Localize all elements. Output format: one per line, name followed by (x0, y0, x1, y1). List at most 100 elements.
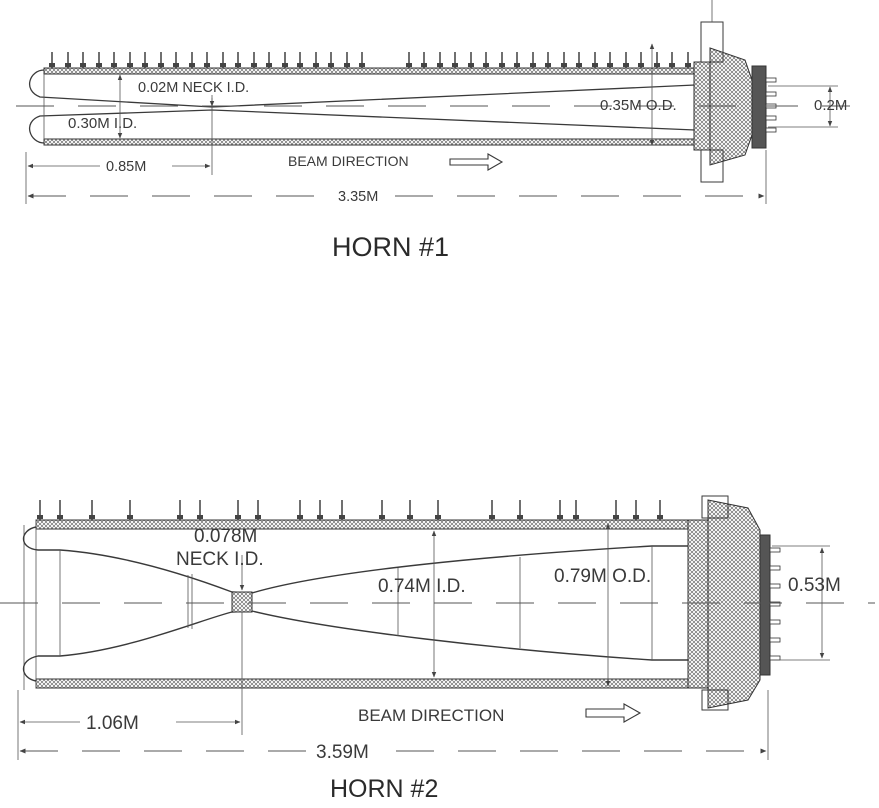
horn-2: 0.078M NECK I.D. 0.74M I.D. 0.79M O.D. 0… (0, 495, 875, 803)
horn-1-inner-id-label: 0.30M I.D. (68, 115, 137, 132)
horn-1-studs (49, 52, 691, 68)
horn-1-outer-wall-bottom (43, 138, 695, 146)
horn-2-neck-id-value: 0.078M (194, 526, 257, 547)
horn-2-end-block (759, 534, 771, 676)
horn-1-neck-id-label: 0.02M NECK I.D. (138, 80, 249, 96)
horn-2-flange-plate (687, 519, 709, 689)
horn-1-stud-nut (189, 63, 195, 67)
horn-1-stud-nut (654, 63, 660, 67)
horn-2-stud-nut (89, 515, 95, 519)
horn-1-outer-wall-top (43, 67, 695, 75)
horn-1-stud-nut (592, 63, 598, 67)
horn-1-stud-nut (483, 63, 489, 67)
horn-2-outer-wall-bottom (35, 678, 689, 689)
horn-2-bottom-port (701, 689, 729, 711)
horn-2-connector (769, 655, 781, 661)
horn-1-stud-nut (514, 63, 520, 67)
horn-1-stud-nut (499, 63, 505, 67)
horn-2-stud-nut (379, 515, 385, 519)
horn-2-connector (769, 637, 781, 643)
horn-2-stud-nut (633, 515, 639, 519)
horn-2-stud-nut (37, 515, 43, 519)
horn-1-stud-nut (251, 63, 257, 67)
horn-1-neck-distance-label: 0.85M (106, 159, 146, 175)
horn-1-end-cap (709, 47, 753, 166)
horn-1-beam-arrow (449, 153, 504, 171)
horn-1-stud-nut (452, 63, 458, 67)
horn-2-stud-nut (177, 515, 183, 519)
horn-2-stud-nut (255, 515, 261, 519)
horn-2-flange-height-label: 0.53M (788, 575, 841, 596)
horn-1-stud-nut (127, 63, 133, 67)
horn-2-beam-arrow (585, 703, 642, 723)
horn-1-stud-nut (669, 63, 675, 67)
horn-1-stud-nut (437, 63, 443, 67)
horn-1-connector (765, 115, 777, 121)
horn-1-stud-nut (545, 63, 551, 67)
horn-1-bottom-port (700, 149, 724, 183)
horn-1-stud-nut (204, 63, 210, 67)
horn-1-stud-nut (49, 63, 55, 67)
horn-2-studs (37, 500, 663, 520)
horn-2-stud-nut (573, 515, 579, 519)
horn-2-outer-wall-top (35, 519, 689, 530)
horn-2-stud-nut (57, 515, 63, 519)
horn-1-stud-nut (344, 63, 350, 67)
horn-1: 0.02M NECK I.D. 0.30M I.D. 0.35M O.D. 0.… (16, 0, 850, 262)
horn-1-stud-nut (220, 63, 226, 67)
horn-1-stud-nut (96, 63, 102, 67)
horn-1-connector (765, 91, 777, 97)
horn-2-beam-direction-label: BEAM DIRECTION (358, 706, 504, 725)
horn-2-stud-nut (489, 515, 495, 519)
horn-1-title: HORN #1 (332, 232, 449, 262)
horn-2-neck-id-label: NECK I.D. (176, 549, 264, 570)
horn-1-stud-nut (328, 63, 334, 67)
horn-1-stud-nut (607, 63, 613, 67)
horn-1-beam-direction-label: BEAM DIRECTION (288, 153, 409, 169)
horn-2-connector (769, 565, 781, 571)
horn-2-stud-nut (317, 515, 323, 519)
horn-1-stud-nut (313, 63, 319, 67)
horn-2-connector (769, 547, 781, 553)
horn-2-stud-nut (235, 515, 241, 519)
horn-1-stud-nut (158, 63, 164, 67)
horn-1-stud-nut (421, 63, 427, 67)
horn-1-stud-nut (685, 63, 691, 67)
horn-1-connector (765, 77, 777, 83)
horn-1-connector (765, 127, 777, 133)
horn-1-total-length-label: 3.35M (338, 189, 378, 205)
horn-1-stud-nut (561, 63, 567, 67)
horn-1-stud-nut (638, 63, 644, 67)
horn-2-inner-conductor-bottom (22, 610, 688, 682)
horn-2-outer-od-label: 0.79M O.D. (554, 566, 651, 587)
horn-1-end-block (751, 65, 767, 149)
horn-2-connector (769, 601, 781, 607)
horn-2-neck-block (231, 591, 253, 613)
horn-2-stud-nut (517, 515, 523, 519)
horn-1-stud-nut (576, 63, 582, 67)
horn-2-stud-nut (657, 515, 663, 519)
horn-1-stud-nut (468, 63, 474, 67)
horn-1-stud-nut (406, 63, 412, 67)
horn-2-end-cap (707, 499, 761, 709)
horn-1-stud-nut (173, 63, 179, 67)
horn-1-stud-nut (530, 63, 536, 67)
horn-2-total-length-label: 3.59M (316, 742, 369, 763)
horn-1-stud-nut (235, 63, 241, 67)
horn-1-inner-conductor-top (29, 69, 696, 108)
horn-1-outer-od-label: 0.35M O.D. (600, 97, 677, 114)
horn-1-stud-nut (80, 63, 86, 67)
horn-1-stud-nut (111, 63, 117, 67)
horn-2-inner-id-label: 0.74M I.D. (378, 576, 466, 597)
horn-1-stud-nut (142, 63, 148, 67)
horn-2-stud-nut (339, 515, 345, 519)
horn-2-connectors (769, 547, 781, 661)
horn-2-stud-nut (435, 515, 441, 519)
horn-1-stud-nut (623, 63, 629, 67)
horn-1-stud-nut (297, 63, 303, 67)
horn-2-neck-distance-label: 1.06M (86, 713, 139, 734)
horn-2-stud-nut (197, 515, 203, 519)
horn-1-stud-nut (282, 63, 288, 67)
horn-1-stud-nut (359, 63, 365, 67)
